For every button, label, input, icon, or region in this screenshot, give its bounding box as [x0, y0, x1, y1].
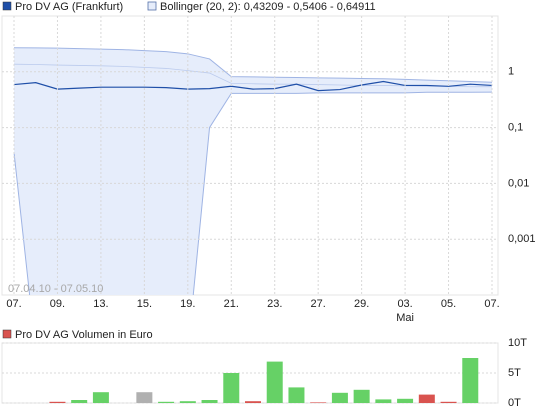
x-tick-label: 03. [397, 298, 412, 310]
legend-swatch [2, 1, 12, 11]
volume-bar [223, 373, 240, 403]
plot-frame [1, 15, 499, 296]
price-plot [13, 47, 493, 295]
y-tick-label: 0,01 [508, 177, 529, 189]
x-tick-label: 21. [224, 298, 239, 310]
volume-bar [418, 394, 435, 403]
volume-bar [71, 400, 88, 403]
legend-swatch [2, 329, 12, 339]
volume-bar [353, 389, 370, 403]
legend-label: Bollinger (20, 2): 0,43209 - 0,5406 - 0,… [160, 1, 376, 13]
x-tick-label: 23. [267, 298, 282, 310]
volume-bar [266, 361, 283, 403]
y-tick-label: 0T [508, 397, 521, 409]
y-tick-label: 0,1 [508, 122, 523, 134]
annotation: 07.04.10 - 07.05.10 [8, 283, 103, 295]
volume-bar [92, 392, 109, 403]
volume-bar [179, 401, 196, 403]
band-lower [13, 91, 493, 295]
volume-bar [288, 387, 305, 403]
x-tick-label: 07. [484, 298, 499, 310]
y-tick-label: 5T [508, 367, 521, 379]
volume-bar [397, 398, 414, 403]
volume-bar [201, 400, 218, 403]
volume-bar [440, 401, 457, 403]
x-tick-label: 27. [311, 298, 326, 310]
x-tick-label: 13. [93, 298, 108, 310]
volume-bar [375, 399, 392, 403]
x-tick-label: 07. [6, 298, 21, 310]
y-tick-label: 1 [508, 66, 514, 78]
y-tick-label: 10T [508, 337, 527, 349]
band-fill [14, 47, 492, 295]
x-tick-label: 05. [441, 298, 456, 310]
volume-bar [158, 401, 175, 403]
price-line [13, 80, 493, 92]
x-tick-label: 09. [50, 298, 65, 310]
band-upper [13, 47, 493, 83]
x-sublabel: Mai [396, 312, 414, 324]
x-tick-label: 19. [180, 298, 195, 310]
y-tick-label: 0,001 [508, 233, 536, 245]
volume-bar [310, 402, 327, 403]
volume-bar [245, 401, 261, 403]
x-tick-label: 15. [137, 298, 152, 310]
volume-bar [49, 401, 66, 403]
legend-label: Pro DV AG Volumen in Euro [15, 329, 153, 341]
x-tick-label: 29. [354, 298, 369, 310]
legend-label: Pro DV AG (Frankfurt) [15, 1, 123, 13]
volume-bar [331, 392, 348, 403]
volume-bar [462, 358, 479, 403]
legend-swatch [147, 1, 157, 11]
volume-bar [136, 392, 153, 403]
